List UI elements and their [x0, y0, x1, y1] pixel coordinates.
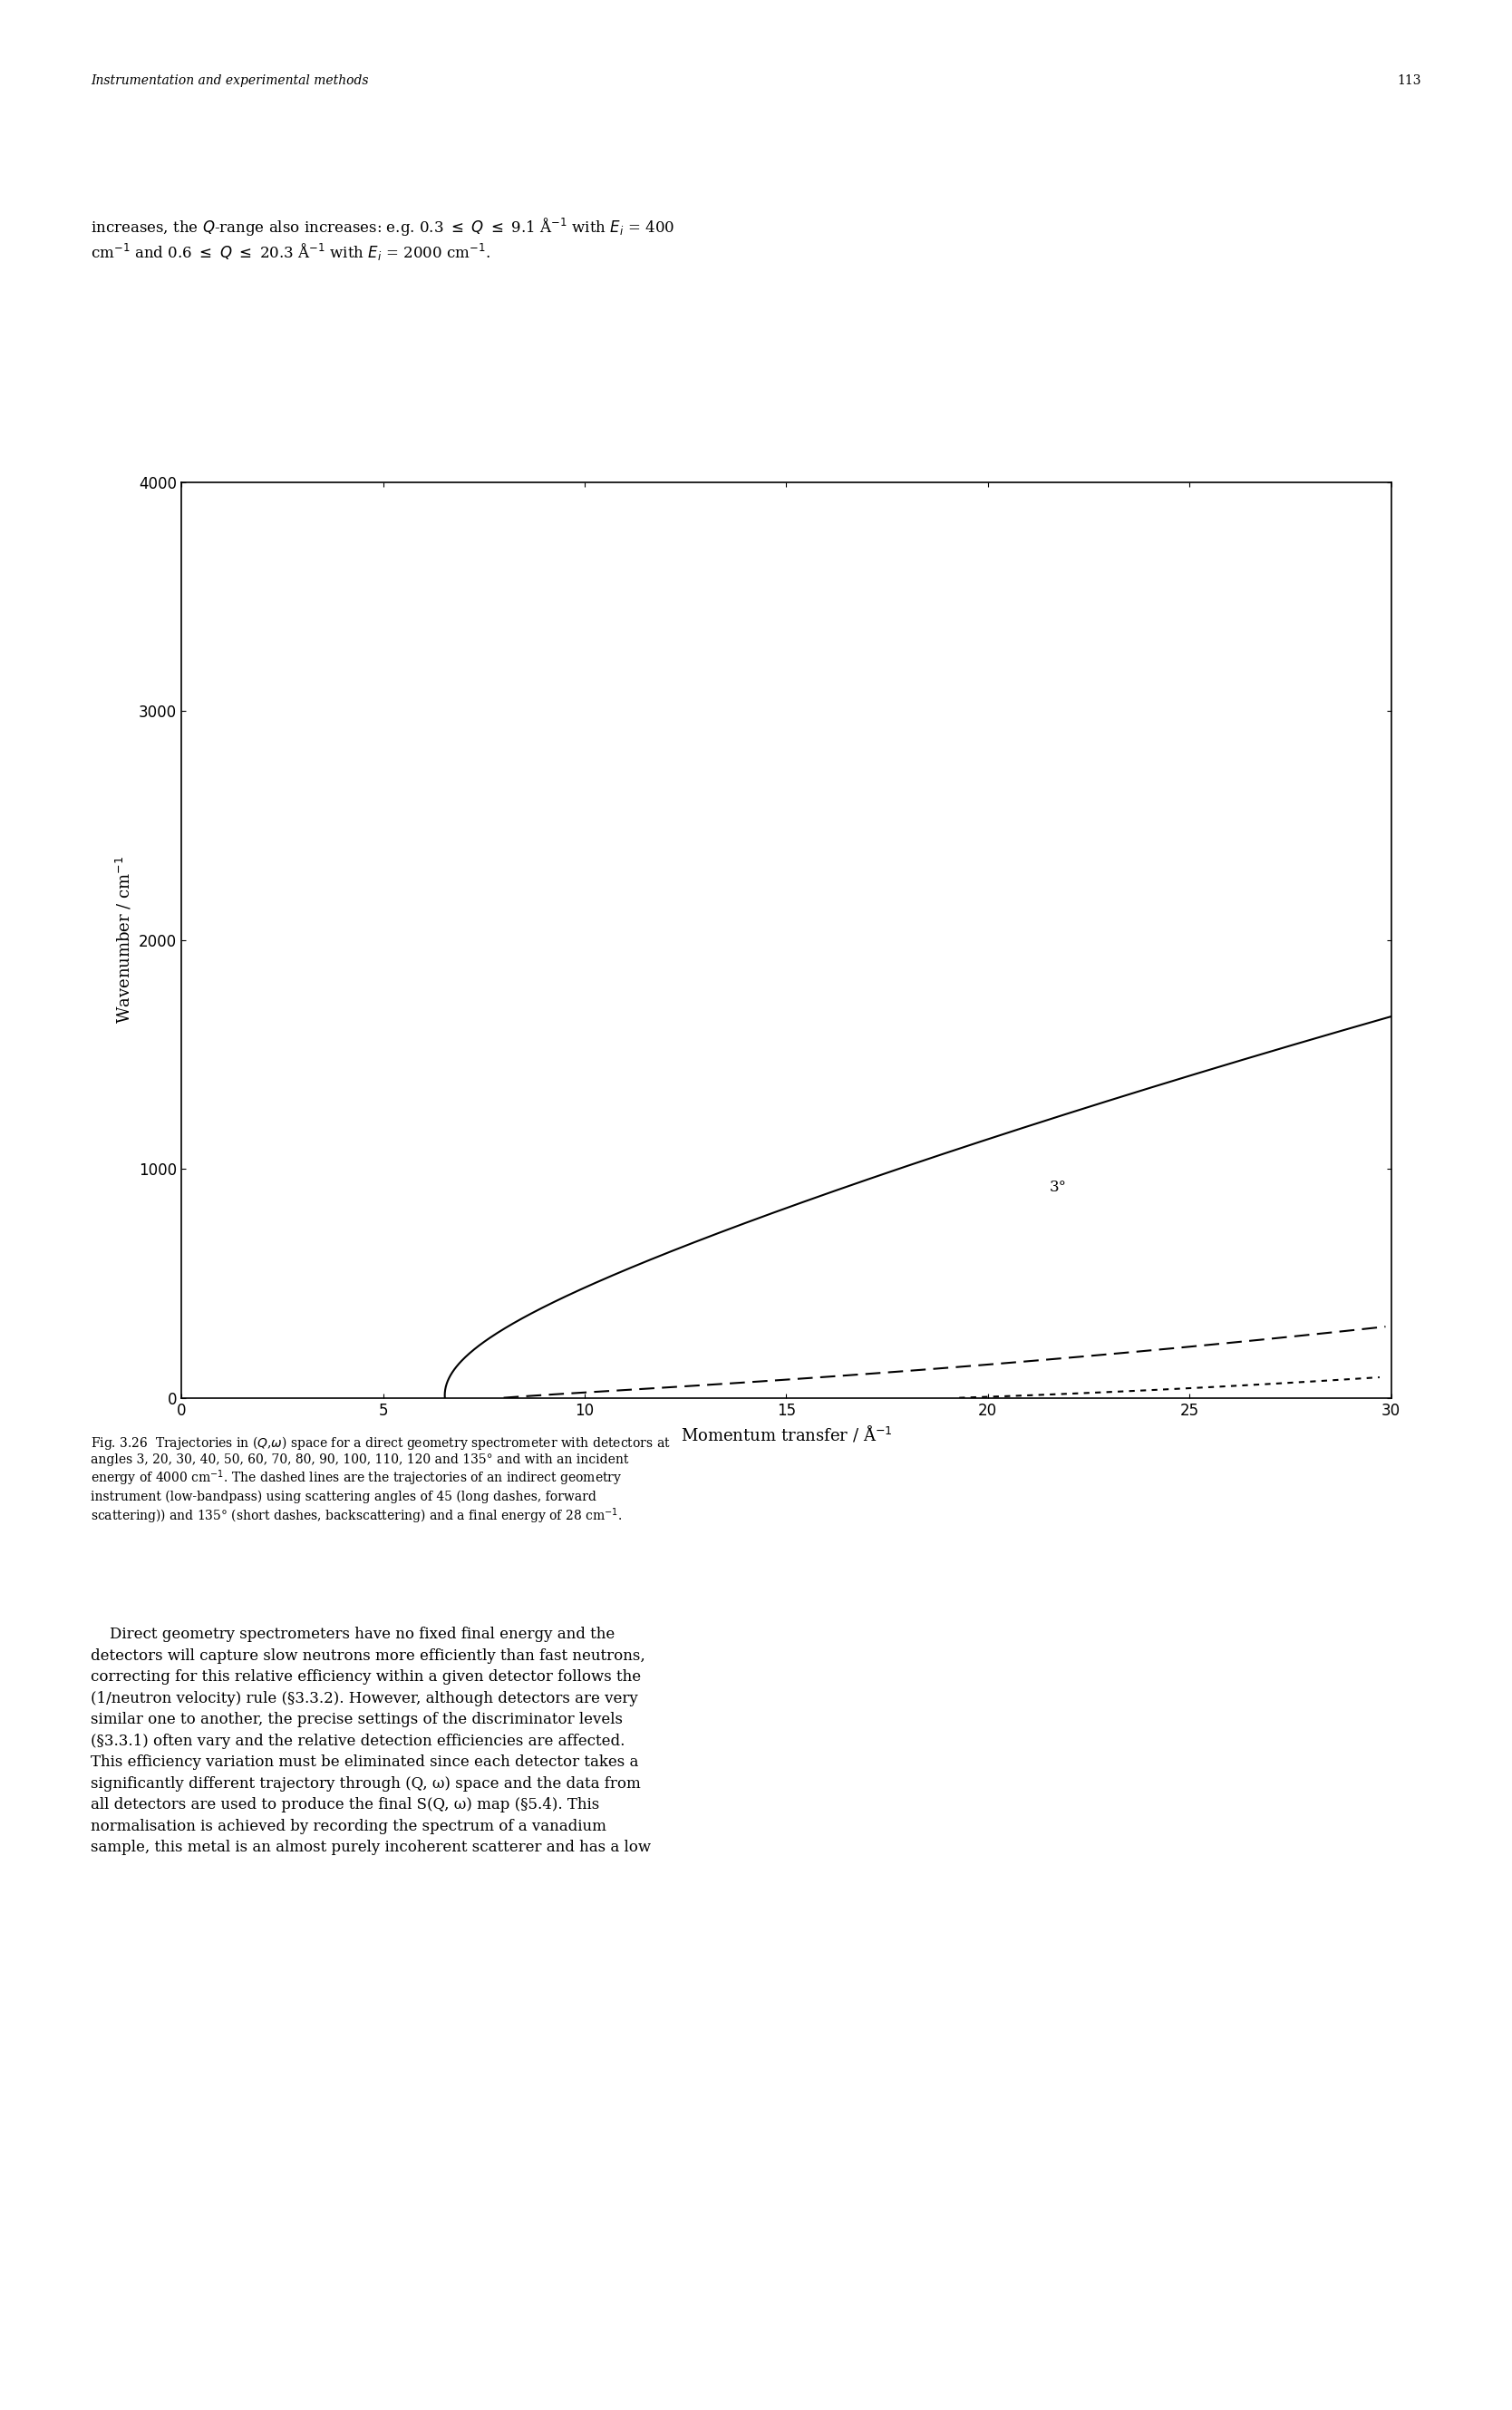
Text: 113: 113	[1397, 75, 1421, 87]
Y-axis label: Wavenumber / cm$^{-1}$: Wavenumber / cm$^{-1}$	[115, 856, 135, 1024]
Text: Direct geometry spectrometers have no fixed final energy and the
detectors will : Direct geometry spectrometers have no fi…	[91, 1627, 652, 1856]
Text: increases, the $Q$-range also increases: e.g. 0.3 $\leq$ $Q$ $\leq$ 9.1 Å$^{-1}$: increases, the $Q$-range also increases:…	[91, 217, 674, 263]
Text: Fig. 3.26  Trajectories in ($Q$,$\omega$) space for a direct geometry spectromet: Fig. 3.26 Trajectories in ($Q$,$\omega$)…	[91, 1434, 671, 1526]
Text: 3°: 3°	[1049, 1181, 1067, 1195]
Text: Instrumentation and experimental methods: Instrumentation and experimental methods	[91, 75, 369, 87]
X-axis label: Momentum transfer / Å$^{-1}$: Momentum transfer / Å$^{-1}$	[680, 1424, 892, 1444]
